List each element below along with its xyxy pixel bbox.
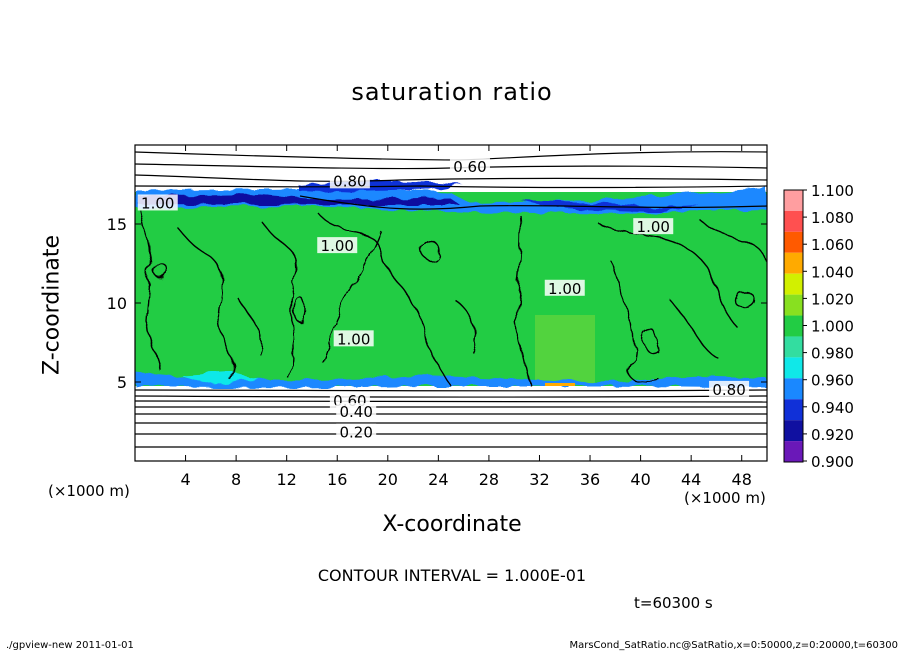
y-tick-label: 15 — [107, 215, 127, 234]
colorbar-swatch — [784, 294, 803, 316]
x-tick-label: 24 — [428, 470, 448, 489]
colorbar-label: 0.920 — [811, 426, 854, 444]
x-tick-label: 20 — [378, 470, 398, 489]
updraft-region — [535, 315, 595, 385]
colorbar-label: 0.960 — [811, 372, 854, 390]
colorbar-swatch — [784, 190, 803, 211]
colorbar-label: 1.040 — [811, 263, 854, 281]
contour-label-bg — [633, 218, 674, 235]
contour-label-bg — [329, 172, 370, 189]
x-tick-label: 40 — [630, 470, 650, 489]
contour-label-bg — [333, 330, 374, 347]
lower-edge-band — [135, 372, 767, 388]
contour-label: 1.00 — [548, 280, 581, 298]
x-tick-label: 36 — [580, 470, 600, 489]
contour-label: 0.80 — [712, 381, 745, 399]
x-axis: 4 8 12 16 20 24 28 32 36 40 44 48 — [180, 145, 752, 489]
colorbar-label: 0.940 — [811, 399, 854, 417]
colorbar-swatch — [784, 315, 803, 337]
contour-label: 1.00 — [321, 237, 354, 255]
colorbar-label: 1.060 — [811, 236, 854, 254]
x-tick-label: 16 — [327, 470, 347, 489]
colorbar-label: 0.900 — [811, 453, 854, 471]
contour-label-bg — [336, 423, 377, 440]
colorbar-swatch — [784, 210, 803, 232]
x-tick-label: 32 — [529, 470, 549, 489]
contour-label: 1.00 — [141, 194, 174, 212]
contour-label-bg — [317, 237, 358, 254]
y-axis-label: Z-coordinate — [39, 235, 65, 375]
contour-lines-lower — [135, 389, 767, 448]
colorbar-label: 1.080 — [811, 209, 854, 227]
plot-area: 0.600.801.001.001.001.001.000.600.800.40… — [135, 151, 767, 448]
colorbar-swatch — [784, 420, 803, 442]
colorbar-swatch — [784, 336, 803, 358]
x-axis-label: X-coordinate — [382, 512, 522, 537]
colorbar-swatch — [784, 252, 803, 274]
contour-label: 0.40 — [339, 403, 372, 421]
warm-spot — [545, 383, 575, 386]
chart-title: saturation ratio — [351, 78, 553, 106]
colorbar-label: 0.980 — [811, 345, 854, 363]
x-tick-label: 8 — [231, 470, 241, 489]
contour-lines-interior — [139, 209, 766, 386]
colorbar-label: 1.100 — [811, 182, 854, 200]
y-tick-label: 5 — [117, 373, 127, 392]
x-tick-label: 28 — [479, 470, 499, 489]
colorbar-label: 1.020 — [811, 290, 854, 308]
contour-label: 0.80 — [333, 172, 366, 190]
upper-edge-core — [138, 194, 460, 205]
colorbar: 1.100 1.080 1.060 1.040 1.020 1.000 0.980 0.960… — [783, 182, 854, 471]
x-axis-unit-left: (×1000 m) — [48, 482, 130, 500]
contour-label: 0.60 — [453, 158, 486, 176]
contour-label: 0.20 — [339, 424, 372, 442]
x-tick-label: 48 — [732, 470, 752, 489]
colorbar-swatch — [784, 378, 803, 400]
colorbar-swatch — [784, 273, 803, 295]
contour-label-bg — [336, 403, 377, 420]
x-axis-unit-right: (×1000 m) — [684, 489, 766, 507]
contour-label: 1.00 — [637, 218, 670, 236]
contour-label-bg — [137, 194, 178, 211]
footer-program: ./gpview-new 2011-01-01 — [6, 640, 134, 651]
footer-source: MarsCond_SatRatio.nc@SatRatio,x=0:50000,… — [569, 640, 898, 651]
x-tick-label: 44 — [681, 470, 701, 489]
colorbar-swatch — [784, 399, 803, 421]
x-tick-label: 12 — [277, 470, 297, 489]
time-readout: t=60300 s — [634, 594, 713, 612]
colorbar-swatch — [784, 441, 803, 462]
contour-label-bg — [709, 380, 750, 397]
x-tick-label: 4 — [180, 470, 190, 489]
contour-label-bg — [449, 158, 490, 175]
lower-edge-cyan — [180, 372, 260, 384]
y-axis: 5 10 15 — [107, 215, 767, 392]
colorbar-swatch — [784, 231, 803, 253]
y-tick-label: 10 — [107, 294, 127, 313]
contour-interval-note: CONTOUR INTERVAL = 1.000E-01 — [317, 566, 587, 585]
contour-label-group: 0.600.801.001.001.001.001.000.600.800.40… — [137, 158, 750, 442]
colorbar-label: 1.000 — [811, 318, 854, 336]
colorbar-swatch — [784, 357, 803, 379]
contour-label: 1.00 — [337, 330, 370, 348]
upper-edge-core-right — [520, 200, 700, 212]
contour-label-bg — [544, 279, 585, 296]
